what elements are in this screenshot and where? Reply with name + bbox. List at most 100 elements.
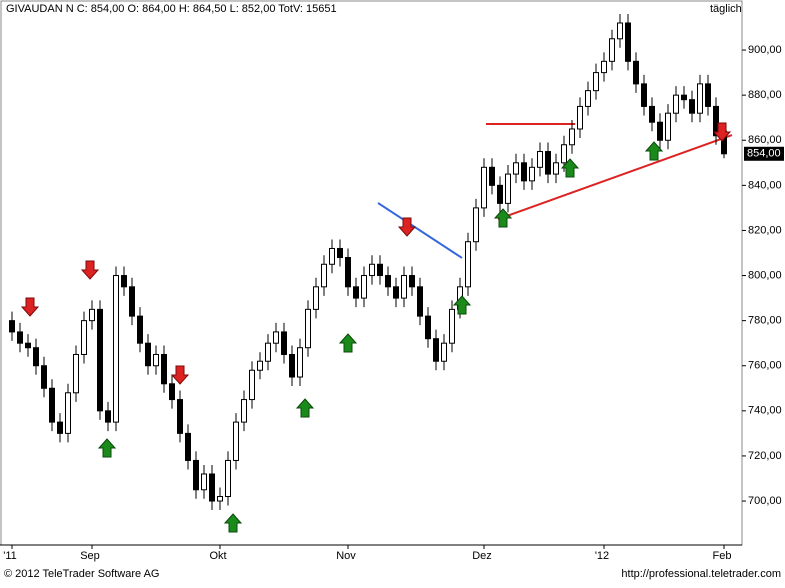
chart-subtitle: täglich [710,3,742,15]
candle-body [81,320,87,355]
candle-body [393,286,399,299]
trend-line [497,134,733,221]
candle-body [433,338,439,362]
candle-body [681,94,687,101]
y-tick-label: 860,00 [748,134,782,146]
candle-body [585,90,591,107]
candle-body [321,263,327,288]
candle-body [609,38,615,62]
candle-body [193,459,199,491]
candle-body [281,331,287,355]
buy-arrow [493,208,513,228]
footer-left: © 2012 TeleTrader Software AG [4,568,159,580]
candle-body [601,60,607,74]
candle-body [489,166,495,186]
footer-right: http://professional.teletrader.com [621,568,781,580]
candle-body [505,173,511,204]
candle-body [465,241,471,288]
candle-body [73,353,79,394]
candle-body [201,473,207,491]
y-tick-label: 780,00 [748,315,782,327]
candle-body [257,360,263,371]
candle-body [57,421,63,434]
last-value-label: 854,00 [747,148,781,160]
candle-body [305,308,311,349]
candle-body [649,105,655,123]
candle-body [89,308,95,322]
candle-body [9,320,15,333]
candle-body [97,308,103,412]
candle-body [241,399,247,423]
candle-body [665,112,671,141]
candle-body [593,72,599,92]
candle-body [697,83,703,114]
y-tick-label: 840,00 [748,179,782,191]
y-tick-label: 880,00 [748,89,782,101]
candle-body [473,207,479,243]
candle-body [265,342,271,362]
candle-body [705,83,711,107]
y-tick-label: 760,00 [748,360,782,372]
candle-body [537,151,543,168]
candle-body [129,286,135,317]
candle-body [689,99,695,114]
candle-body [113,275,119,423]
candle-body [225,459,231,498]
candle-body [425,315,431,340]
candle-body [441,342,447,362]
candle-body [385,275,391,288]
x-tick-label: Feb [713,550,732,562]
candle-body [289,353,295,378]
candle-body [713,105,719,137]
candle-body [377,263,383,277]
candle-body [513,162,519,175]
candle-body [337,247,343,259]
sell-arrow [20,297,40,317]
candle-body [233,421,239,461]
x-tick-label: '12 [595,550,609,562]
last-value-box [744,146,784,161]
candle-body [617,22,623,40]
y-tick-label: 820,00 [748,224,782,236]
candle-body [561,144,567,164]
buy-arrow [338,333,358,353]
candle-body [41,365,47,389]
candle-body [409,275,415,288]
candle-body [361,275,367,299]
candle-body [145,342,151,367]
y-tick-label: 800,00 [748,269,782,281]
candle-body [137,315,143,344]
candle-body [217,496,223,502]
y-tick-label: 900,00 [748,44,782,56]
candle-body [25,342,31,349]
candle-body [625,22,631,62]
candle-body [481,166,487,209]
candle-body [633,60,639,85]
buy-arrow [560,158,580,178]
candle-body [577,105,583,130]
sell-arrow [397,217,417,237]
buy-arrow [295,398,315,418]
x-tick-label: Okt [209,550,226,562]
y-tick-label: 720,00 [748,450,782,462]
buy-arrow [452,295,472,315]
candle-body [545,151,551,175]
candle-body [177,399,183,434]
x-tick-label: '11 [3,550,17,562]
candle-body [329,247,335,265]
x-tick-label: Dez [472,550,492,562]
candle-body [569,128,575,146]
candle-body [169,383,175,401]
candle-body [673,94,679,114]
candle-body [121,275,127,288]
y-tick-label: 740,00 [748,405,782,417]
candle-body [33,347,39,367]
candle-body [521,162,527,182]
y-tick-label: 700,00 [748,495,782,507]
candle-body [49,387,55,423]
candle-body [553,162,559,175]
candle-body [497,184,503,204]
x-tick-label: Nov [336,550,356,562]
x-tick-label: Sep [80,550,100,562]
